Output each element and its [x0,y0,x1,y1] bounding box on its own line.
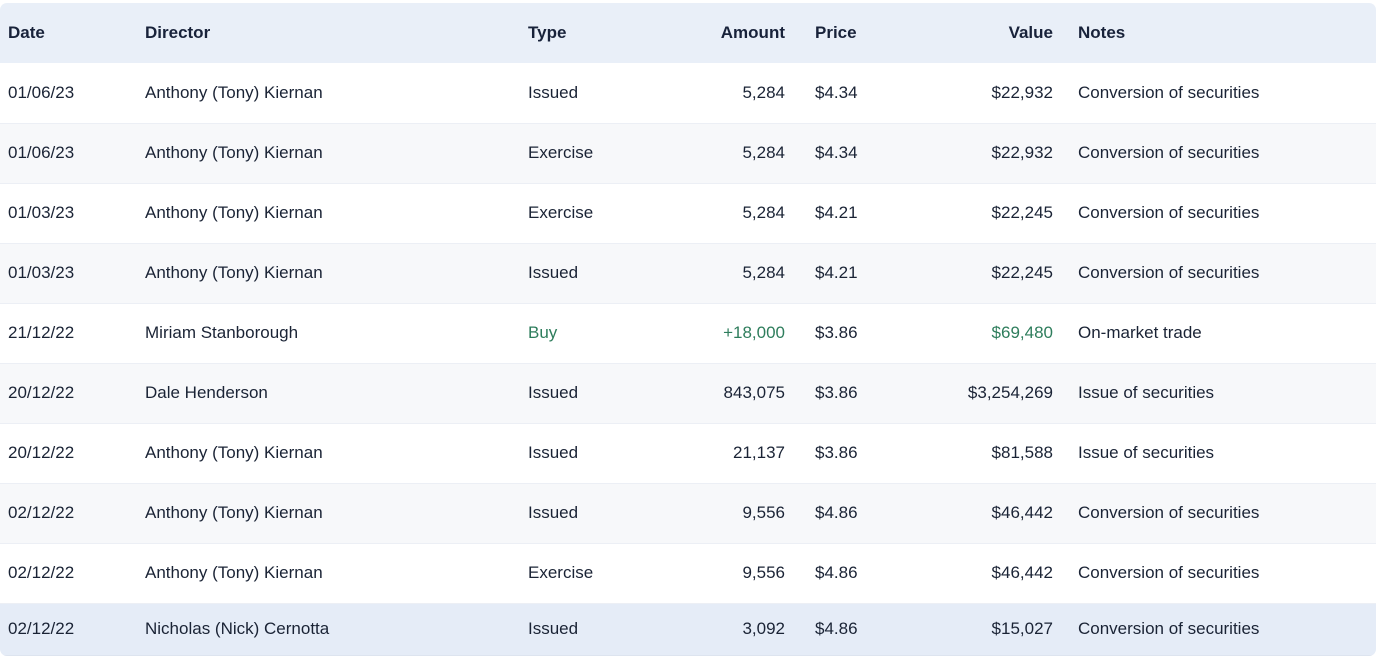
cell-value: $69,480 [915,302,1061,363]
cell-value: $46,442 [915,482,1061,543]
column-header-date: Date [0,3,137,63]
cell-director: Anthony (Tony) Kiernan [137,182,520,243]
cell-director: Anthony (Tony) Kiernan [137,542,520,603]
cell-value: $22,932 [915,122,1061,183]
cell-value: $22,245 [915,182,1061,243]
column-header-notes: Notes [1061,3,1376,63]
column-header-amount: Amount [630,3,807,63]
cell-price: $3.86 [807,362,915,423]
cell-director: Dale Henderson [137,362,520,423]
cell-amount: 9,556 [630,482,807,543]
transactions-card: Date Director Type Amount Price Value No… [0,3,1376,656]
table-row[interactable]: 02/12/22 Anthony (Tony) Kiernan Exercise… [0,542,1376,603]
cell-amount: 5,284 [630,122,807,183]
cell-type: Exercise [520,182,630,243]
column-header-type: Type [520,3,630,63]
cell-type: Issued [520,63,630,123]
cell-price: $4.86 [807,602,915,656]
cell-amount: 5,284 [630,63,807,123]
cell-amount: 3,092 [630,602,807,656]
cell-director: Anthony (Tony) Kiernan [137,63,520,123]
cell-notes: Issue of securities [1061,422,1376,483]
cell-amount: +18,000 [630,302,807,363]
table-row[interactable]: 20/12/22 Anthony (Tony) Kiernan Issued 2… [0,422,1376,483]
table-row[interactable]: 01/03/23 Anthony (Tony) Kiernan Exercise… [0,182,1376,243]
cell-date: 21/12/22 [0,302,137,363]
cell-director: Miriam Stanborough [137,302,520,363]
cell-date: 02/12/22 [0,482,137,543]
cell-type: Buy [520,302,630,363]
table-header: Date Director Type Amount Price Value No… [0,3,1376,63]
column-header-value: Value [915,3,1061,63]
cell-value: $22,245 [915,242,1061,303]
column-header-price: Price [807,3,915,63]
cell-type: Issued [520,242,630,303]
cell-notes: Conversion of securities [1061,63,1376,123]
cell-date: 02/12/22 [0,602,137,656]
cell-date: 20/12/22 [0,362,137,423]
cell-date: 01/03/23 [0,242,137,303]
cell-amount: 5,284 [630,242,807,303]
cell-amount: 9,556 [630,542,807,603]
cell-amount: 21,137 [630,422,807,483]
cell-director: Anthony (Tony) Kiernan [137,482,520,543]
cell-director: Anthony (Tony) Kiernan [137,422,520,483]
cell-value: $46,442 [915,542,1061,603]
cell-type: Issued [520,482,630,543]
table-row[interactable]: 01/06/23 Anthony (Tony) Kiernan Issued 5… [0,63,1376,123]
cell-value: $81,588 [915,422,1061,483]
header-row: Date Director Type Amount Price Value No… [0,3,1376,63]
director-transactions-table: Date Director Type Amount Price Value No… [0,3,1376,656]
cell-price: $3.86 [807,302,915,363]
cell-notes: Conversion of securities [1061,542,1376,603]
cell-value: $3,254,269 [915,362,1061,423]
table-row[interactable]: 01/03/23 Anthony (Tony) Kiernan Issued 5… [0,242,1376,303]
cell-price: $4.34 [807,63,915,123]
cell-date: 20/12/22 [0,422,137,483]
cell-type: Exercise [520,122,630,183]
column-header-director: Director [137,3,520,63]
cell-amount: 5,284 [630,182,807,243]
cell-price: $4.86 [807,482,915,543]
cell-notes: Conversion of securities [1061,182,1376,243]
table-row[interactable]: 02/12/22 Nicholas (Nick) Cernotta Issued… [0,602,1376,656]
table-row[interactable]: 21/12/22 Miriam Stanborough Buy +18,000 … [0,302,1376,363]
cell-notes: On-market trade [1061,302,1376,363]
table-row[interactable]: 01/06/23 Anthony (Tony) Kiernan Exercise… [0,122,1376,183]
cell-date: 02/12/22 [0,542,137,603]
cell-type: Issued [520,422,630,483]
cell-director: Nicholas (Nick) Cernotta [137,602,520,656]
cell-notes: Conversion of securities [1061,122,1376,183]
cell-type: Issued [520,602,630,656]
table-row[interactable]: 20/12/22 Dale Henderson Issued 843,075 $… [0,362,1376,423]
cell-notes: Conversion of securities [1061,482,1376,543]
cell-notes: Issue of securities [1061,362,1376,423]
cell-price: $4.21 [807,182,915,243]
table-body: 01/06/23 Anthony (Tony) Kiernan Issued 5… [0,63,1376,656]
cell-date: 01/03/23 [0,182,137,243]
cell-type: Exercise [520,542,630,603]
table-row[interactable]: 02/12/22 Anthony (Tony) Kiernan Issued 9… [0,482,1376,543]
cell-value: $22,932 [915,63,1061,123]
cell-date: 01/06/23 [0,63,137,123]
cell-price: $4.21 [807,242,915,303]
cell-notes: Conversion of securities [1061,602,1376,656]
cell-value: $15,027 [915,602,1061,656]
cell-type: Issued [520,362,630,423]
cell-price: $3.86 [807,422,915,483]
cell-notes: Conversion of securities [1061,242,1376,303]
cell-price: $4.34 [807,122,915,183]
cell-price: $4.86 [807,542,915,603]
cell-date: 01/06/23 [0,122,137,183]
cell-director: Anthony (Tony) Kiernan [137,122,520,183]
cell-amount: 843,075 [630,362,807,423]
cell-director: Anthony (Tony) Kiernan [137,242,520,303]
